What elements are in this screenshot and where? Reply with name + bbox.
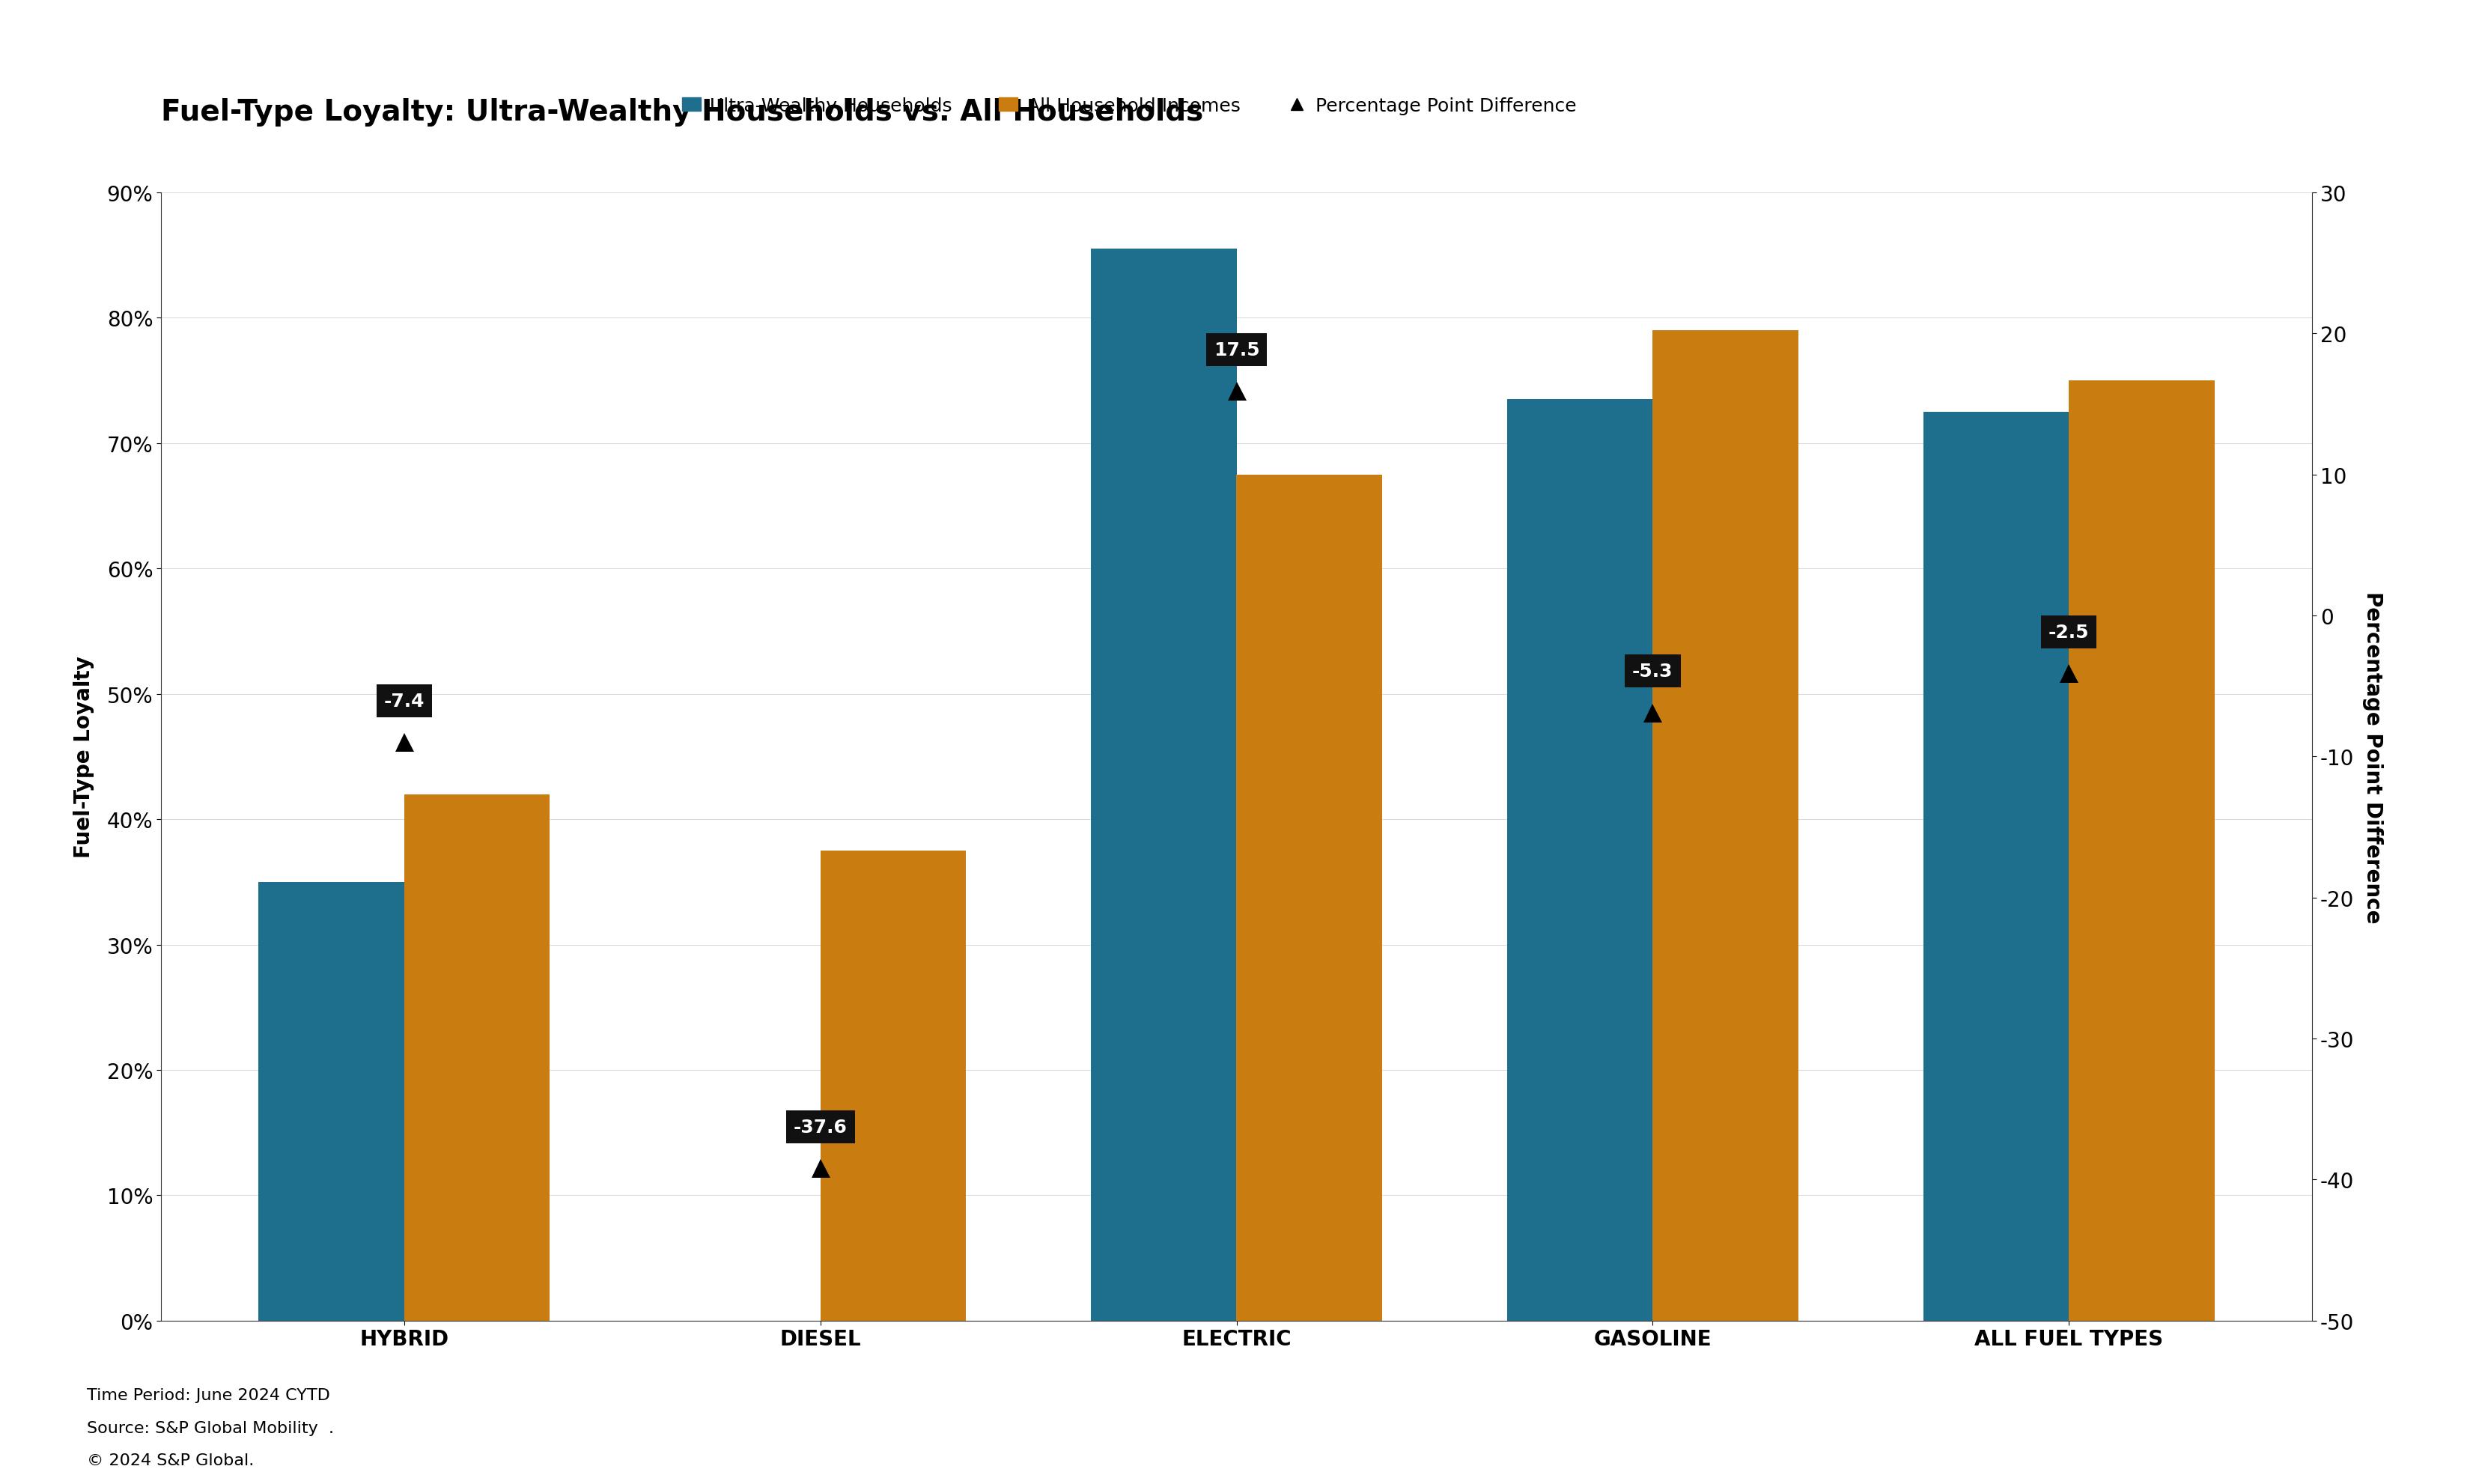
- Bar: [1236, 475, 1382, 1321]
- Y-axis label: Percentage Point Difference: Percentage Point Difference: [2362, 591, 2384, 923]
- Text: Time Period: June 2024 CYTD: Time Period: June 2024 CYTD: [87, 1388, 329, 1402]
- Text: Source: S&P Global Mobility  .: Source: S&P Global Mobility .: [87, 1420, 334, 1435]
- Text: Fuel-Type Loyalty: Ultra-Wealthy Households vs. All Households: Fuel-Type Loyalty: Ultra-Wealthy Househo…: [161, 98, 1204, 126]
- Bar: [1652, 331, 1798, 1321]
- Bar: [403, 794, 549, 1321]
- Text: -37.6: -37.6: [794, 1117, 848, 1135]
- Text: 17.5: 17.5: [1214, 341, 1259, 359]
- Bar: [2070, 381, 2213, 1321]
- Bar: [821, 850, 967, 1321]
- Bar: [1924, 413, 2070, 1321]
- Y-axis label: Fuel-Type Loyalty: Fuel-Type Loyalty: [74, 656, 94, 858]
- Bar: [1091, 249, 1236, 1321]
- Bar: [260, 881, 403, 1321]
- Text: -7.4: -7.4: [383, 692, 425, 711]
- Text: -5.3: -5.3: [1632, 662, 1674, 681]
- Text: © 2024 S&P Global.: © 2024 S&P Global.: [87, 1453, 255, 1468]
- Legend: Ultra-Wealthy Households, All Household Incomes, Percentage Point Difference: Ultra-Wealthy Households, All Household …: [675, 89, 1583, 122]
- Text: -2.5: -2.5: [2048, 623, 2090, 641]
- Bar: [1506, 399, 1652, 1321]
